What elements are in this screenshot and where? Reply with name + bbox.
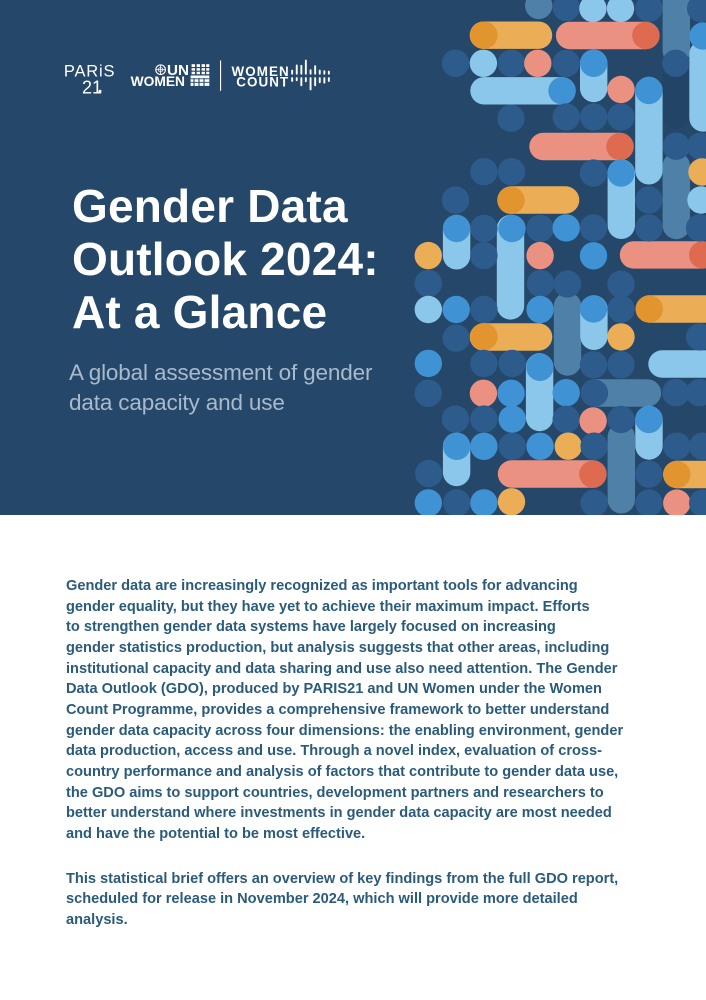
svg-text:PARiS: PARiS	[64, 62, 115, 80]
svg-text:WOMEN: WOMEN	[131, 74, 185, 89]
svg-text:COUNT: COUNT	[236, 75, 289, 90]
svg-text:21: 21	[82, 78, 102, 98]
svg-text:UN: UN	[167, 62, 189, 79]
svg-text:WOMEN: WOMEN	[232, 64, 290, 79]
